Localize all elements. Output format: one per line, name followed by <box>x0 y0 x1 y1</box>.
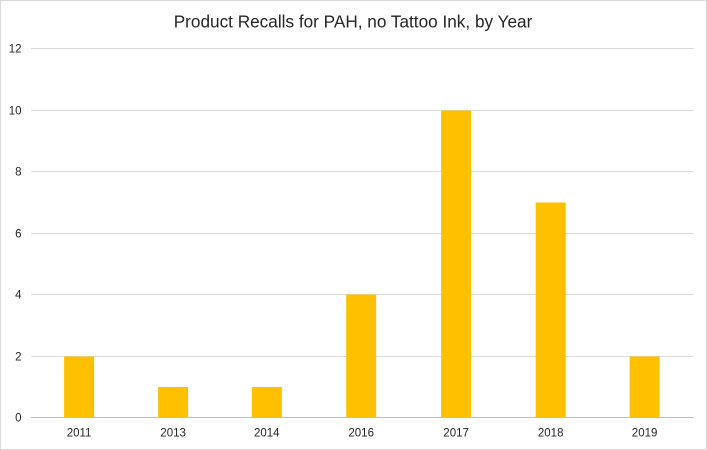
svg-text:8: 8 <box>15 167 21 179</box>
svg-text:2017: 2017 <box>443 428 469 440</box>
svg-text:2016: 2016 <box>348 428 374 440</box>
svg-text:10: 10 <box>9 106 22 118</box>
svg-text:Product Recalls for PAH, no Ta: Product Recalls for PAH, no Tattoo Ink, … <box>174 12 533 32</box>
svg-text:4: 4 <box>15 290 22 302</box>
svg-text:0: 0 <box>15 413 21 425</box>
svg-text:2011: 2011 <box>67 428 92 440</box>
svg-text:6: 6 <box>15 229 21 241</box>
svg-text:2018: 2018 <box>538 428 564 440</box>
svg-text:2019: 2019 <box>632 428 658 440</box>
svg-text:2: 2 <box>15 352 21 364</box>
svg-text:2013: 2013 <box>160 428 186 440</box>
svg-text:2014: 2014 <box>254 428 280 440</box>
svg-text:12: 12 <box>9 44 22 56</box>
